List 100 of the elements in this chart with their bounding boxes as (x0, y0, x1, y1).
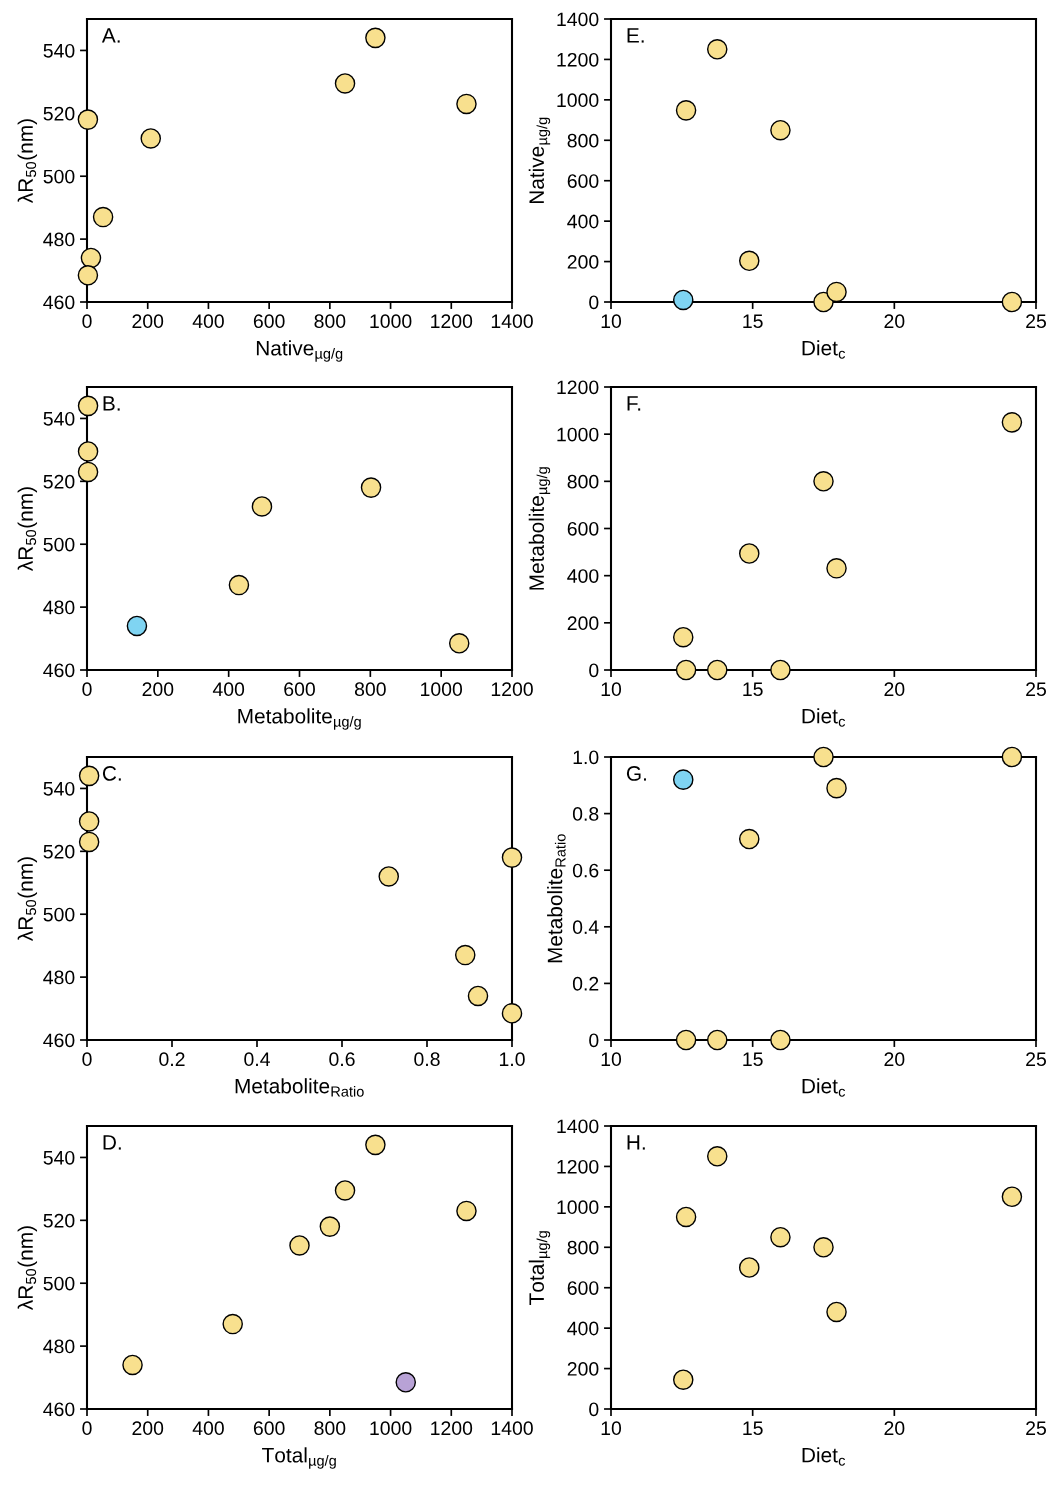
x-axis-title: Diet$_{c}$ (802, 1078, 846, 1097)
y-tick-label: 500 (43, 169, 75, 184)
y-tick-label: 400 (567, 214, 599, 229)
y-tick-label: 0.8 (572, 807, 599, 821)
x-tick-label: 1400 (491, 1421, 533, 1436)
annotation: B. (103, 396, 120, 411)
y-tick-label: 400 (567, 569, 599, 583)
y-tick-label: 1000 (557, 427, 599, 442)
y-tick-label: 0 (589, 295, 599, 310)
x-axis-title: Metabolite$_{Ratio}$ (235, 1078, 364, 1097)
y-tick-label: 520 (43, 474, 75, 489)
y-tick-label: 0.4 (572, 920, 599, 935)
y-axis-title: λR$_{50}$(nm) (17, 487, 38, 572)
y-tick-label: 540 (43, 411, 75, 426)
y-tick-label: 600 (567, 521, 599, 536)
annotation: C. (102, 766, 121, 781)
y-tick-label: 520 (43, 106, 75, 121)
x-tick-label: 1200 (491, 682, 533, 697)
x-tick-label: 15 (743, 682, 763, 697)
x-axis-title: Total$_{µg/g}$ (262, 1447, 336, 1469)
x-tick-label: 25 (1026, 1052, 1046, 1067)
annotation: E. (627, 28, 644, 43)
y-tick-label: 480 (43, 600, 75, 615)
x-tick-label: 0.6 (329, 1052, 355, 1067)
x-tick-label: 1400 (491, 314, 533, 329)
y-tick-label: 460 (43, 295, 75, 310)
x-tick-label: 0.8 (414, 1052, 440, 1067)
y-tick-label: 1400 (557, 12, 599, 27)
y-axis-title: λR$_{50}$(nm) (17, 1226, 38, 1311)
y-axis-title: λR$_{50}$(nm) (17, 857, 38, 942)
x-tick-label: 800 (314, 314, 346, 329)
y-tick-label: 0 (589, 1033, 599, 1048)
y-tick-label: 1400 (557, 1119, 599, 1134)
y-axis-title: Metabolite$_{µg/g}$ (528, 467, 551, 590)
y-axis-title: Total$_{µg/g}$ (528, 1231, 551, 1305)
y-tick-label: 480 (43, 1339, 75, 1354)
y-tick-label: 800 (567, 474, 599, 489)
y-tick-label: 600 (567, 174, 599, 188)
x-tick-label: 10 (601, 314, 622, 329)
x-tick-label: 400 (192, 314, 224, 329)
y-tick-label: 1.0 (573, 750, 599, 765)
y-tick-label: 480 (43, 232, 75, 247)
x-tick-label: 20 (884, 1052, 905, 1067)
x-tick-label: 0 (82, 314, 92, 329)
y-tick-label: 400 (567, 1321, 599, 1336)
y-tick-label: 200 (567, 1362, 599, 1376)
x-tick-label: 0 (82, 1421, 92, 1436)
x-tick-label: 10 (601, 1052, 622, 1067)
x-tick-label: 20 (884, 314, 905, 329)
x-tick-label: 10 (601, 1421, 622, 1436)
x-tick-label: 200 (132, 1421, 164, 1436)
y-tick-label: 520 (43, 1213, 75, 1228)
x-tick-label: 1000 (370, 314, 412, 329)
y-tick-label: 500 (43, 1276, 75, 1291)
y-axis-title: Native$_{µg/g}$ (528, 117, 551, 204)
y-tick-label: 460 (43, 663, 75, 678)
x-tick-label: 1000 (370, 1421, 412, 1436)
x-tick-label: 600 (253, 314, 285, 329)
y-tick-label: 1200 (557, 52, 599, 67)
y-tick-label: 600 (567, 1281, 599, 1295)
x-tick-label: 1.0 (499, 1052, 525, 1067)
x-tick-label: 200 (142, 682, 174, 697)
x-tick-label: 1200 (431, 1421, 473, 1436)
x-tick-label: 25 (1026, 314, 1046, 329)
x-tick-label: 10 (601, 682, 622, 697)
y-tick-label: 1000 (557, 93, 599, 108)
annotation: G. (626, 766, 646, 781)
y-tick-label: 540 (43, 1150, 75, 1165)
y-axis-title: Metabolite$_{Ratio}$ (547, 834, 566, 963)
y-tick-label: 200 (567, 616, 599, 631)
x-tick-label: 1000 (421, 682, 463, 697)
annotation: A. (101, 28, 120, 43)
x-tick-label: 1200 (431, 314, 473, 329)
x-tick-label: 20 (884, 682, 905, 697)
x-tick-label: 0 (82, 1052, 92, 1067)
x-tick-label: 25 (1026, 1421, 1046, 1436)
x-tick-label: 600 (284, 682, 315, 697)
x-tick-label: 15 (743, 1052, 763, 1067)
y-tick-label: 1200 (557, 1159, 599, 1174)
y-tick-label: 800 (567, 1240, 599, 1255)
x-tick-label: 20 (884, 1421, 905, 1436)
x-tick-label: 0.2 (159, 1052, 185, 1067)
x-tick-label: 25 (1026, 682, 1046, 697)
y-tick-label: 520 (43, 844, 75, 859)
y-tick-label: 540 (43, 781, 75, 796)
y-tick-label: 1000 (557, 1200, 599, 1215)
x-tick-label: 0 (82, 682, 92, 697)
x-axis-title: Metabolite$_{µg/g}$ (238, 708, 361, 730)
y-tick-label: 480 (43, 970, 75, 985)
x-axis-title: Diet$_{c}$ (802, 708, 846, 727)
x-tick-label: 400 (192, 1421, 224, 1436)
x-tick-label: 15 (743, 1421, 763, 1436)
x-tick-label: 200 (132, 314, 164, 329)
x-tick-label: 600 (253, 1421, 285, 1436)
x-tick-label: 400 (212, 682, 245, 697)
y-tick-label: 0.2 (572, 976, 599, 991)
y-tick-label: 0.6 (572, 863, 599, 878)
y-axis-title: λR$_{50}$(nm) (17, 119, 38, 204)
y-tick-label: 800 (567, 133, 599, 148)
x-axis-title: Diet$_{c}$ (802, 340, 846, 359)
